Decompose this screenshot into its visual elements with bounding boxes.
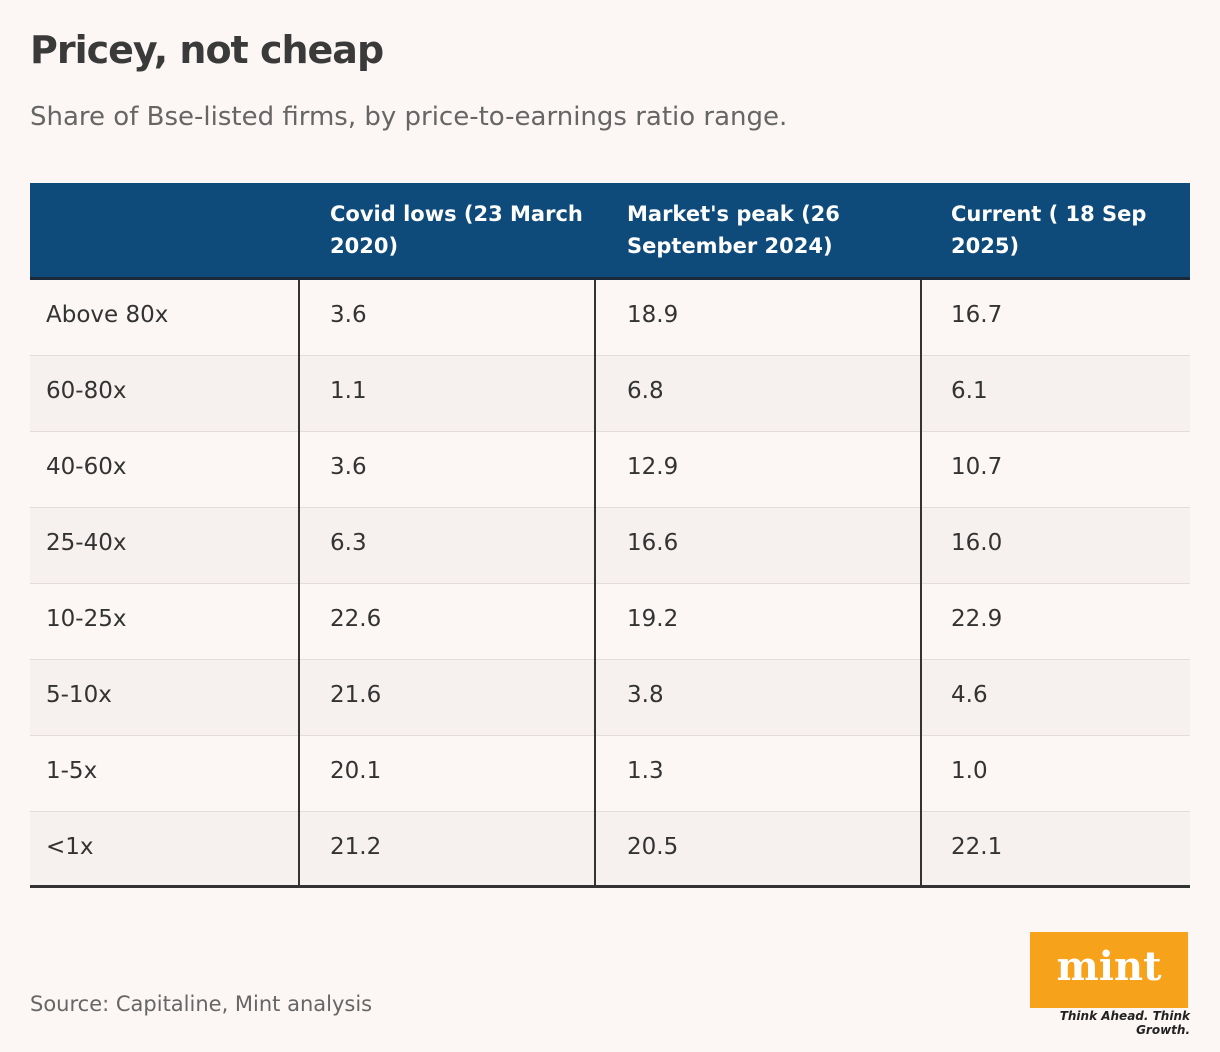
table-cell: 6.8 <box>627 378 664 404</box>
table-row: <1x 21.2 20.5 22.1 <box>30 812 1190 888</box>
table-cell: 1.1 <box>330 378 367 404</box>
table-cell: 60-80x <box>46 378 127 404</box>
table-cell: 5-10x <box>46 682 112 708</box>
column-header: Current ( 18 Sep 2025) <box>951 202 1147 258</box>
table-row: 25-40x 6.3 16.6 16.0 <box>30 508 1190 584</box>
table-row: 10-25x 22.6 19.2 22.9 <box>30 584 1190 660</box>
column-divider <box>594 280 596 888</box>
table-cell: 16.7 <box>951 302 1003 328</box>
table-cell: 1.0 <box>951 758 988 784</box>
table-cell: 10-25x <box>46 606 127 632</box>
table-cell: 1-5x <box>46 758 98 784</box>
table-cell: <1x <box>46 834 94 860</box>
table-row: 5-10x 21.6 3.8 4.6 <box>30 660 1190 736</box>
column-divider <box>920 280 922 888</box>
table-cell: 3.8 <box>627 682 664 708</box>
table-cell: 21.6 <box>330 682 382 708</box>
column-header: Market's peak (26 September 2024) <box>627 202 840 258</box>
table-cell: Above 80x <box>46 302 169 328</box>
table-cell: 21.2 <box>330 834 382 860</box>
table-cell: 3.6 <box>330 302 367 328</box>
subtitle: Share of Bse-listed firms, by price-to-e… <box>30 102 788 132</box>
table-cell: 40-60x <box>46 454 127 480</box>
table-cell: 20.5 <box>627 834 679 860</box>
table-cell: 1.3 <box>627 758 664 784</box>
table-row: 40-60x 3.6 12.9 10.7 <box>30 432 1190 508</box>
table-cell: 3.6 <box>330 454 367 480</box>
table-row: 1-5x 20.1 1.3 1.0 <box>30 736 1190 812</box>
table-row: Above 80x 3.6 18.9 16.7 <box>30 280 1190 356</box>
table-cell: 19.2 <box>627 606 679 632</box>
header-row: Covid lows (23 March 2020) Market's peak … <box>30 183 1190 280</box>
table-cell: 10.7 <box>951 454 1003 480</box>
table-cell: 20.1 <box>330 758 382 784</box>
table-cell: 16.0 <box>951 530 1003 556</box>
table-cell: 25-40x <box>46 530 127 556</box>
title: Pricey, not cheap <box>30 28 384 72</box>
logo: mint <box>1030 932 1188 1008</box>
table-cell: 22.1 <box>951 834 1003 860</box>
column-header: Covid lows (23 March 2020) <box>330 202 583 258</box>
table-cell: 12.9 <box>627 454 679 480</box>
table-row: 60-80x 1.1 6.8 6.1 <box>30 356 1190 432</box>
column-divider <box>298 280 300 888</box>
table-cell: 6.3 <box>330 530 367 556</box>
table-cell: 4.6 <box>951 682 988 708</box>
tagline: Think Ahead. Think Growth. <box>1059 1009 1190 1037</box>
table-cell: 6.1 <box>951 378 988 404</box>
table-cell: 22.9 <box>951 606 1003 632</box>
source: Source: Capitaline, Mint analysis <box>30 992 373 1016</box>
table-cell: 16.6 <box>627 530 679 556</box>
table-cell: 22.6 <box>330 606 382 632</box>
table-cell: 18.9 <box>627 302 679 328</box>
